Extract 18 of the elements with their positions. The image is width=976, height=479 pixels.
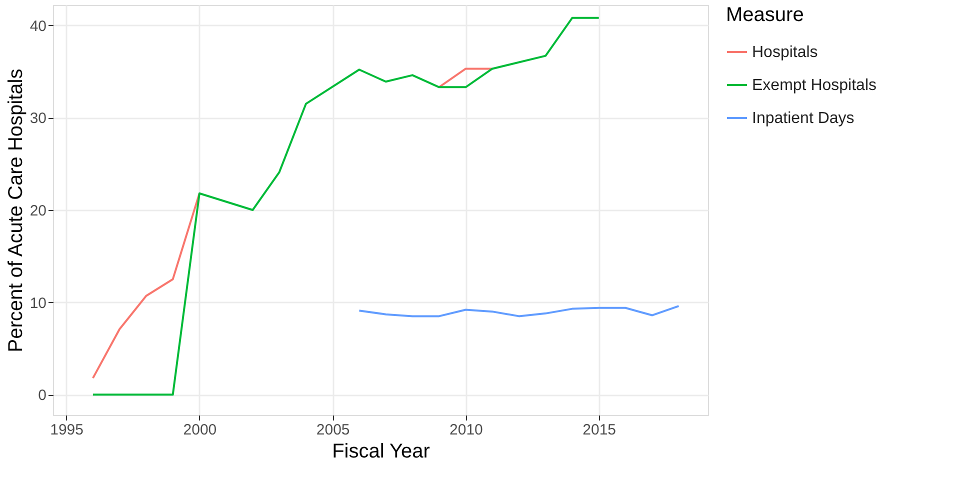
x-axis-title: Fiscal Year [332, 440, 430, 462]
y-tick-label: 30 [30, 110, 46, 128]
line-series [358, 305, 680, 318]
x-tick-label: 1995 [50, 422, 84, 438]
legend-label: Hospitals [752, 44, 818, 61]
y-tick-label: 0 [38, 387, 46, 404]
legend-title: Measure [726, 4, 804, 26]
y-axis-title: Percent of Acute Care Hospitals [4, 68, 27, 352]
legend-label: Inpatient Days [752, 110, 854, 127]
x-tick-label: 2015 [582, 422, 616, 438]
y-tick-label: 20 [30, 202, 46, 220]
y-tick-label: 40 [30, 18, 46, 35]
legend-label: Exempt Hospitals [752, 77, 876, 94]
x-tick-label: 2010 [450, 422, 483, 438]
y-tick-label: 10 [30, 294, 46, 312]
x-tick-label: 2005 [316, 422, 350, 438]
line-series [92, 16, 600, 396]
x-tick-label: 2000 [183, 422, 217, 438]
